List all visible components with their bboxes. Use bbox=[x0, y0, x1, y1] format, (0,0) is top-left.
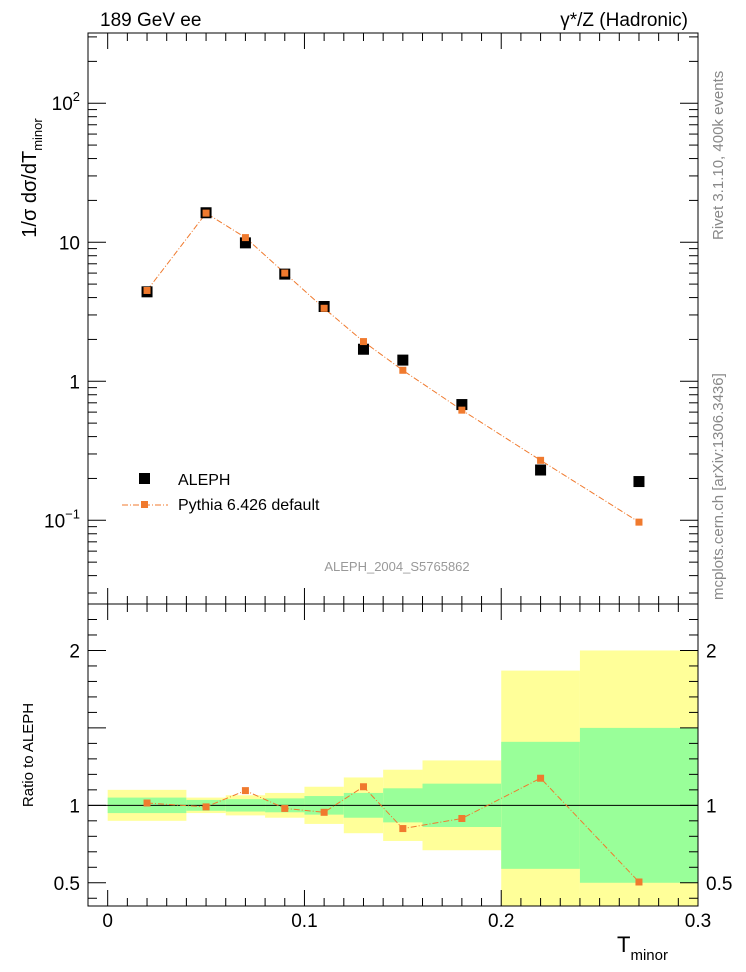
ratio-panel: 0.5 0.5 1 1 2 2 0 0.1 0.2 0.3 Ratio to ALEPH Tmin… bbox=[20, 603, 732, 964]
mcplots-label: mcplots.cern.ch [arXiv:1306.3436] bbox=[710, 373, 727, 600]
ratio-xlabel: Tminor bbox=[617, 932, 668, 964]
ratio-point bbox=[635, 878, 643, 886]
pythia-point bbox=[359, 338, 367, 346]
ratio-points bbox=[143, 774, 643, 886]
ratio-point bbox=[399, 825, 407, 833]
main-ytick-base: 10 bbox=[52, 94, 73, 115]
ratio-ytick-label-left: 1 bbox=[69, 796, 80, 817]
ratio-xlabel-text: T bbox=[617, 932, 630, 957]
aleph-point bbox=[239, 237, 251, 249]
ratio-point bbox=[359, 783, 367, 791]
main-ytick-label: 102 bbox=[52, 89, 80, 115]
ratio-axis-ticks: 0.5 0.5 1 1 2 2 0 0.1 0.2 0.3 bbox=[54, 604, 732, 932]
pythia-point bbox=[537, 456, 545, 464]
pythia-point bbox=[458, 406, 466, 414]
header-left-label: 189 GeV ee bbox=[100, 10, 201, 31]
main-ytick-label: 1 bbox=[69, 372, 80, 393]
ratio-ytick-label-left: 0.5 bbox=[54, 874, 80, 895]
ratio-point bbox=[202, 803, 210, 811]
main-frame bbox=[87, 32, 699, 605]
main-ytick-label: 10−1 bbox=[44, 506, 80, 532]
ratio-point bbox=[320, 808, 328, 816]
ratio-xtick-label: 0.1 bbox=[291, 911, 317, 932]
main-points bbox=[141, 207, 645, 526]
ratio-point bbox=[458, 814, 466, 822]
ratio-ytick-label-left: 2 bbox=[69, 641, 80, 662]
aleph-point bbox=[397, 354, 409, 366]
ratio-xtick-label: 0 bbox=[102, 911, 113, 932]
main-ylabel-text: 1/σ dσ/dT bbox=[19, 151, 41, 238]
pythia-point bbox=[399, 366, 407, 374]
main-ylabel-sub: minor bbox=[30, 118, 45, 151]
main-ytick-base: 10 bbox=[44, 511, 65, 532]
pythia-point bbox=[202, 209, 210, 217]
ratio-point bbox=[143, 799, 151, 807]
ratio-bands bbox=[107, 650, 698, 906]
main-ytick-exp: −1 bbox=[65, 506, 80, 521]
ratio-ytick-label-right: 0.5 bbox=[706, 874, 732, 895]
aleph-point bbox=[357, 343, 369, 355]
legend-data-label: ALEPH bbox=[178, 472, 230, 489]
ratio-xtick-label: 0.2 bbox=[488, 911, 514, 932]
legend: ALEPH Pythia 6.426 default bbox=[122, 472, 320, 514]
ratio-connecting-line bbox=[146, 777, 640, 883]
legend-data-marker bbox=[139, 473, 150, 484]
ratio-ylabel: Ratio to ALEPH bbox=[20, 703, 37, 807]
main-ytick-exp: 2 bbox=[73, 89, 80, 104]
ratio-point bbox=[281, 804, 289, 812]
main-watermark: ALEPH_2004_S5765862 bbox=[324, 559, 469, 574]
aleph-point bbox=[633, 476, 645, 488]
aleph-point bbox=[456, 399, 468, 411]
ratio-frame bbox=[87, 603, 699, 907]
main-ylabel: 1/σ dσ/dTminor bbox=[19, 118, 45, 238]
main-ytick-label: 10 bbox=[59, 233, 80, 254]
ratio-ytick-label-right: 2 bbox=[706, 641, 717, 662]
pythia-point bbox=[635, 518, 643, 526]
pythia-point bbox=[143, 286, 151, 294]
legend-mc-marker bbox=[141, 501, 148, 508]
pythia-point bbox=[281, 269, 289, 277]
rivet-label: Rivet 3.1.10, 400k events bbox=[710, 71, 727, 240]
aleph-point bbox=[535, 464, 547, 476]
header-right-label: γ*/Z (Hadronic) bbox=[560, 10, 688, 31]
ratio-xtick-label: 0.3 bbox=[685, 911, 711, 932]
ratio-xlabel-sub: minor bbox=[630, 947, 668, 964]
mc-connecting-line bbox=[146, 212, 640, 523]
pythia-point bbox=[241, 234, 249, 242]
ratio-point bbox=[241, 787, 249, 795]
ratio-ytick-label-right: 1 bbox=[706, 796, 717, 817]
legend-mc-label: Pythia 6.426 default bbox=[178, 497, 320, 514]
ratio-point bbox=[537, 774, 545, 782]
pythia-point bbox=[320, 304, 328, 312]
